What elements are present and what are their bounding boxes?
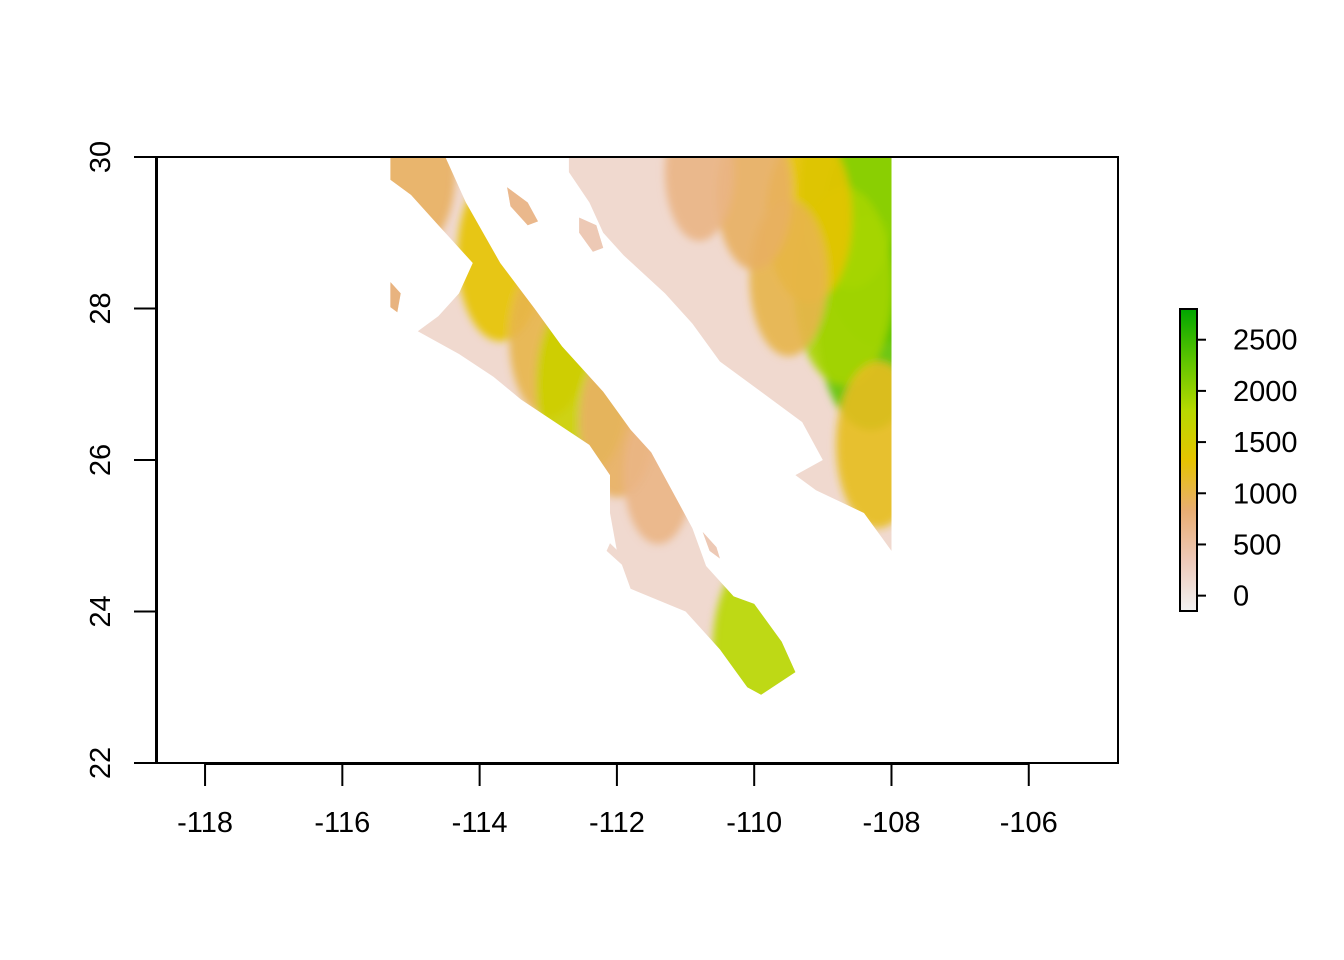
x-tick-label: -116 [314, 807, 370, 839]
highland-mark [390, 282, 401, 313]
land-isla-santa-margarita [606, 543, 655, 589]
legend-tick-label: 2000 [1233, 376, 1298, 408]
legend-tick-label: 1500 [1233, 427, 1298, 459]
highland-mark [390, 157, 456, 248]
legend-tick-label: 1000 [1233, 478, 1298, 510]
region-isla-tiburon [579, 217, 604, 252]
highland-mark [507, 187, 538, 226]
x-tick-label: -114 [452, 807, 508, 839]
legend-colorbar [1179, 308, 1198, 612]
legend-tick-label: 2500 [1233, 325, 1298, 357]
elevation-raster [390, 157, 892, 695]
region-sonora-sinaloa-mainland [568, 157, 892, 551]
region-isla-santa-margarita [606, 543, 655, 589]
highland-mark [712, 552, 796, 695]
x-tick-label: -106 [1000, 807, 1058, 839]
region-isla-san-jose [702, 532, 720, 559]
highland-mark [579, 217, 604, 252]
y-tick-label: 30 [85, 141, 117, 173]
highland-mark [664, 157, 734, 242]
y-tick-label: 22 [85, 747, 117, 779]
region-isla-cedros [390, 282, 401, 313]
elevation-legend: 0 500 1000 1500 2000 2500 [1179, 308, 1298, 613]
y-tick-label: 26 [85, 444, 117, 476]
x-tick-label: -118 [177, 807, 233, 839]
highland-mark [836, 361, 892, 529]
x-tick-label: -110 [726, 807, 782, 839]
region-isla-angel-de-la-guarda [507, 187, 538, 226]
highland-mark [623, 406, 693, 545]
x-axis: -118 -116 -114 -112 -110 -108 -106 [177, 763, 1058, 839]
y-tick-label: 24 [85, 595, 117, 627]
legend-tick-label: 500 [1233, 529, 1281, 561]
highland-mark [702, 532, 720, 559]
legend-tick-label: 0 [1233, 581, 1249, 613]
y-axis: 22 24 26 28 30 [85, 141, 157, 779]
x-tick-label: -112 [589, 807, 645, 839]
y-tick-label: 28 [85, 292, 117, 324]
x-tick-label: -108 [862, 807, 920, 839]
